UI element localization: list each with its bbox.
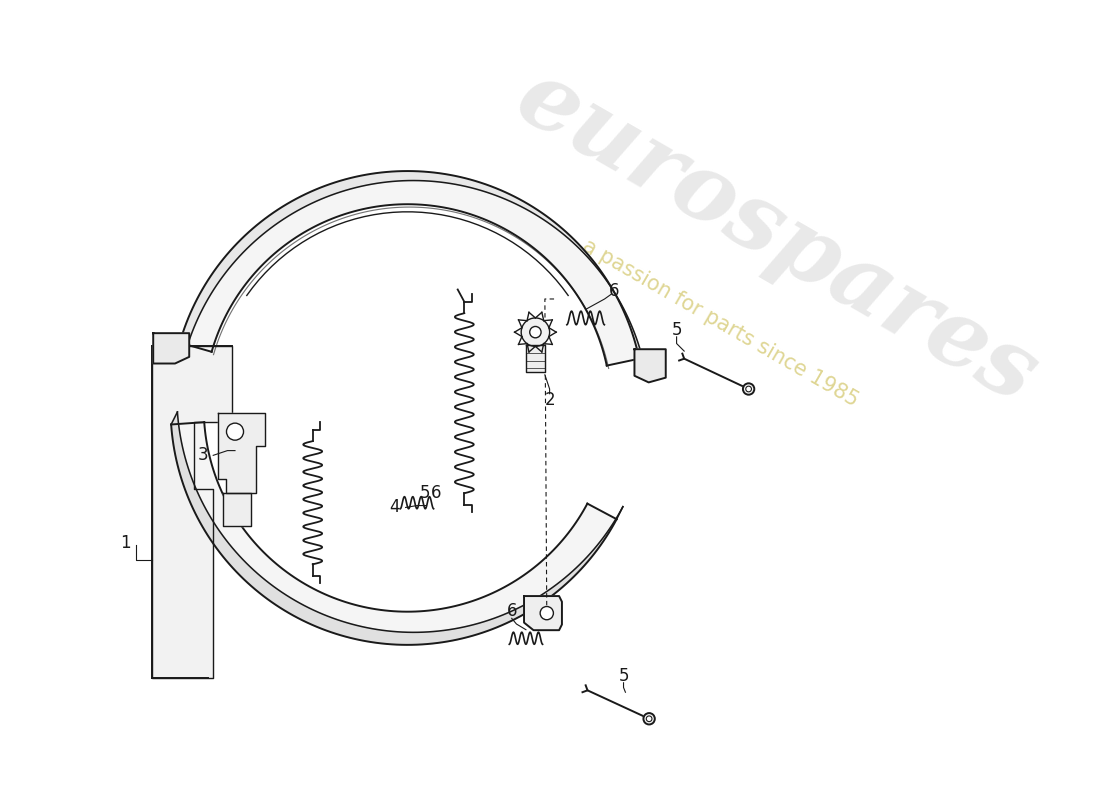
Polygon shape [172, 422, 617, 645]
Text: 6: 6 [431, 484, 441, 502]
Text: 4: 4 [389, 498, 399, 517]
Circle shape [644, 713, 654, 725]
Text: 6: 6 [608, 282, 619, 301]
Text: 5: 5 [419, 484, 430, 502]
Polygon shape [153, 333, 189, 363]
Polygon shape [152, 346, 232, 678]
Text: eurospares: eurospares [502, 52, 1053, 422]
Circle shape [521, 318, 550, 346]
Text: 5: 5 [618, 667, 629, 685]
Text: 2: 2 [544, 391, 554, 410]
Polygon shape [524, 596, 562, 630]
Polygon shape [222, 494, 251, 526]
Circle shape [647, 716, 652, 722]
Polygon shape [526, 346, 544, 372]
Circle shape [227, 423, 243, 440]
Text: 1: 1 [120, 534, 131, 551]
Text: a passion for parts since 1985: a passion for parts since 1985 [579, 235, 861, 410]
Polygon shape [218, 413, 265, 494]
Polygon shape [179, 171, 639, 366]
Text: 3: 3 [198, 446, 208, 464]
Text: 5: 5 [671, 322, 682, 339]
Polygon shape [179, 171, 645, 368]
Circle shape [540, 606, 553, 620]
Polygon shape [635, 350, 666, 382]
Text: 6: 6 [506, 602, 517, 620]
Circle shape [746, 386, 751, 392]
Polygon shape [172, 412, 623, 645]
Circle shape [530, 326, 541, 338]
Circle shape [742, 383, 755, 394]
